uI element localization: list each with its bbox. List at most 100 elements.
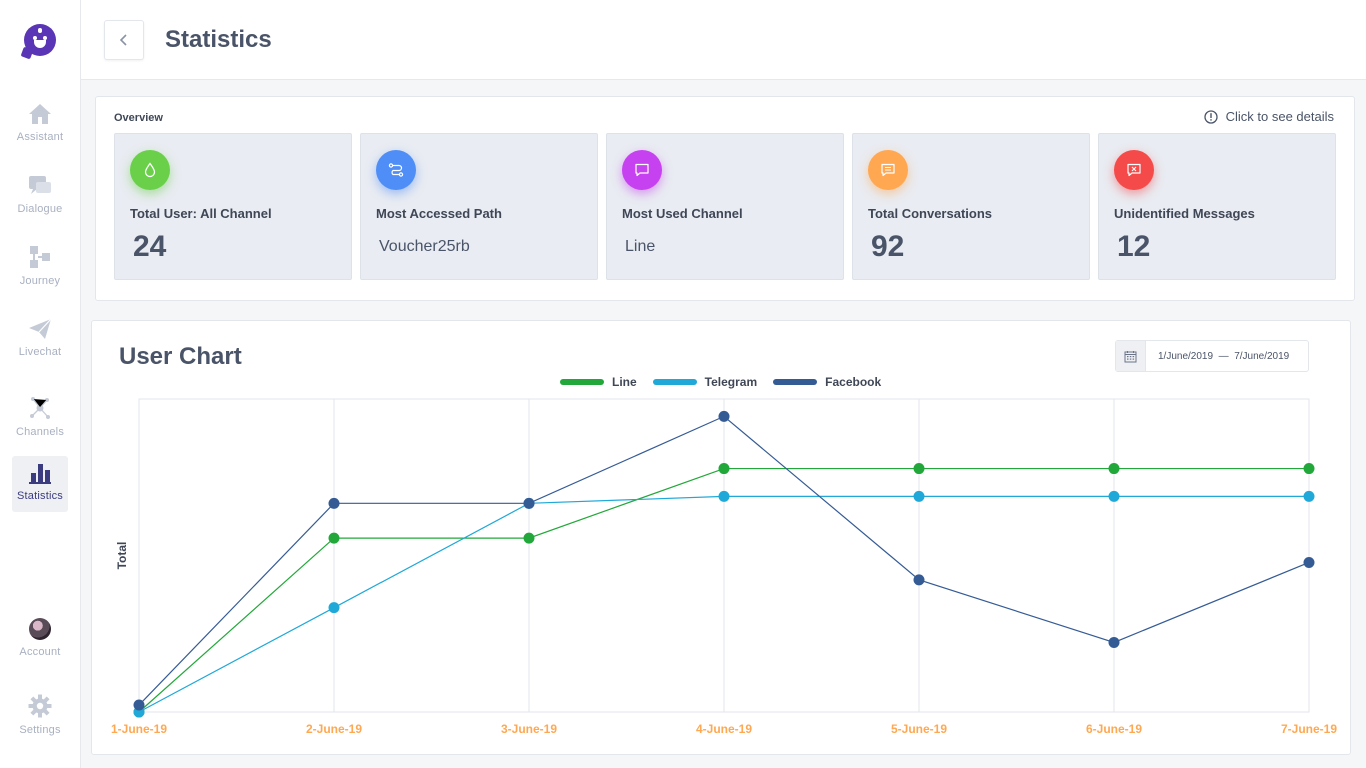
data-point-line bbox=[1303, 463, 1315, 475]
sidebar-item-dialogue[interactable]: Dialogue bbox=[12, 175, 68, 215]
stat-value: Line bbox=[625, 238, 656, 255]
data-point-facebook bbox=[1108, 636, 1120, 648]
data-point-line bbox=[913, 463, 925, 475]
sidebar-item-label: Account bbox=[19, 646, 61, 658]
x-tick-label: 7-June-19 bbox=[1281, 722, 1337, 736]
sidebar-item-journey[interactable]: Journey bbox=[12, 245, 68, 287]
flow-icon bbox=[30, 246, 50, 268]
x-tick-label: 6-June-19 bbox=[1086, 722, 1142, 736]
legend-item-telegram[interactable]: Telegram bbox=[652, 375, 758, 389]
stat-label: Most Accessed Path bbox=[376, 206, 502, 221]
stat-label: Unidentified Messages bbox=[1114, 206, 1255, 221]
legend-label: Telegram bbox=[704, 375, 758, 389]
stat-card-total-conversations[interactable]: Total Conversations 92 bbox=[852, 133, 1090, 280]
date-separator: — bbox=[1218, 350, 1229, 362]
stat-label: Most Used Channel bbox=[622, 206, 743, 221]
sidebar-item-label: Channels bbox=[15, 426, 65, 438]
legend-label: Facebook bbox=[825, 375, 882, 389]
details-link[interactable]: Click to see details bbox=[1203, 109, 1334, 124]
legend-item-line[interactable]: Line bbox=[560, 375, 637, 389]
info-icon bbox=[1203, 109, 1218, 124]
data-point-line bbox=[328, 532, 340, 544]
paper-plane-icon bbox=[29, 318, 52, 339]
note-icon bbox=[868, 150, 908, 190]
home-icon bbox=[29, 104, 51, 124]
date-range-picker[interactable]: 1/June/2019 — 7/June/2019 bbox=[1115, 340, 1309, 372]
sidebar-item-label: Dialogue bbox=[17, 203, 63, 215]
chevron-left-icon bbox=[119, 34, 127, 46]
page-title: Statistics bbox=[165, 26, 272, 53]
overview-title: Overview bbox=[114, 112, 163, 124]
date-to: 7/June/2019 bbox=[1234, 350, 1290, 362]
user-line-chart: 1-June-19 2-June-19 3-June-19 4-June-19 5-Ju… bbox=[111, 398, 1337, 736]
network-icon bbox=[30, 397, 50, 419]
data-point-line bbox=[1108, 463, 1120, 475]
legend-swatch bbox=[652, 379, 697, 385]
chart-title: User Chart bbox=[119, 343, 242, 370]
sidebar-item-livechat[interactable]: Livechat bbox=[12, 318, 68, 358]
sidebar-item-label: Assistant bbox=[16, 131, 64, 143]
sidebar-item-assistant[interactable]: Assistant bbox=[12, 103, 68, 143]
x-tick-label: 3-June-19 bbox=[501, 722, 557, 736]
data-point-line bbox=[718, 463, 730, 475]
drop-icon bbox=[130, 150, 170, 190]
stat-value: 92 bbox=[871, 230, 905, 263]
overview-panel: Overview Click to see details Total User… bbox=[95, 96, 1355, 301]
sidebar-item-label: Statistics bbox=[16, 490, 63, 502]
data-point-telegram bbox=[913, 490, 925, 502]
avatar bbox=[29, 618, 51, 640]
sidebar: Assistant Dialogue Journey Livechat Chan… bbox=[0, 0, 81, 768]
data-point-facebook bbox=[718, 410, 730, 422]
legend-item-facebook[interactable]: Facebook bbox=[773, 375, 881, 389]
bot-logo[interactable] bbox=[20, 24, 56, 60]
stat-card-most-used-channel[interactable]: Most Used Channel Line bbox=[606, 133, 844, 280]
bar-chart-icon bbox=[29, 464, 51, 484]
sidebar-item-settings[interactable]: Settings bbox=[12, 694, 68, 736]
sidebar-item-label: Settings bbox=[19, 724, 61, 736]
x-tick-label: 5-June-19 bbox=[891, 722, 947, 736]
message-icon bbox=[622, 150, 662, 190]
back-button[interactable] bbox=[104, 20, 144, 60]
stat-card-total-user[interactable]: Total User: All Channel 24 bbox=[114, 133, 352, 280]
details-link-label: Click to see details bbox=[1225, 109, 1334, 124]
stat-card-most-accessed-path[interactable]: Most Accessed Path Voucher25rb bbox=[360, 133, 598, 280]
data-point-facebook bbox=[328, 497, 340, 509]
legend-swatch bbox=[560, 379, 604, 385]
stat-value: 12 bbox=[1117, 230, 1151, 263]
data-point-line bbox=[523, 532, 535, 544]
sidebar-item-channels[interactable]: Channels bbox=[12, 396, 68, 438]
page-header: Statistics bbox=[81, 0, 1366, 80]
sidebar-item-statistics[interactable]: Statistics bbox=[12, 456, 68, 512]
stat-value: 24 bbox=[133, 230, 167, 263]
data-point-facebook bbox=[1303, 556, 1315, 568]
data-point-facebook bbox=[133, 699, 145, 711]
chart-legend: Line Telegram Facebook bbox=[560, 375, 881, 389]
x-message-icon bbox=[1114, 150, 1154, 190]
x-tick-label: 2-June-19 bbox=[306, 722, 362, 736]
data-point-telegram bbox=[718, 490, 730, 502]
calendar-icon bbox=[1116, 341, 1146, 371]
data-point-telegram bbox=[1108, 490, 1120, 502]
date-from: 1/June/2019 bbox=[1158, 350, 1214, 362]
stat-card-unidentified-messages[interactable]: Unidentified Messages 12 bbox=[1098, 133, 1336, 280]
data-point-telegram bbox=[328, 602, 340, 614]
sidebar-item-account[interactable]: Account bbox=[12, 618, 68, 658]
x-tick-label: 1-June-19 bbox=[111, 722, 167, 736]
x-tick-label: 4-June-19 bbox=[696, 722, 752, 736]
gear-icon bbox=[28, 694, 52, 718]
stat-value: Voucher25rb bbox=[379, 238, 470, 255]
sidebar-item-label: Journey bbox=[19, 275, 61, 287]
data-point-facebook bbox=[913, 574, 925, 586]
sidebar-item-label: Livechat bbox=[18, 346, 62, 358]
data-point-facebook bbox=[523, 497, 535, 509]
stat-label: Total User: All Channel bbox=[130, 206, 272, 221]
chat-bubbles-icon bbox=[29, 176, 51, 194]
user-chart-panel: User Chart 1/June/2019 — 7/June/2019 Lin… bbox=[91, 320, 1351, 755]
route-icon bbox=[376, 150, 416, 190]
data-point-telegram bbox=[1303, 490, 1315, 502]
stat-label: Total Conversations bbox=[868, 206, 993, 221]
date-range-text: 1/June/2019 — 7/June/2019 bbox=[1146, 351, 1289, 362]
legend-label: Line bbox=[612, 375, 637, 389]
y-axis-label: Total bbox=[115, 542, 129, 570]
legend-swatch bbox=[773, 379, 818, 385]
